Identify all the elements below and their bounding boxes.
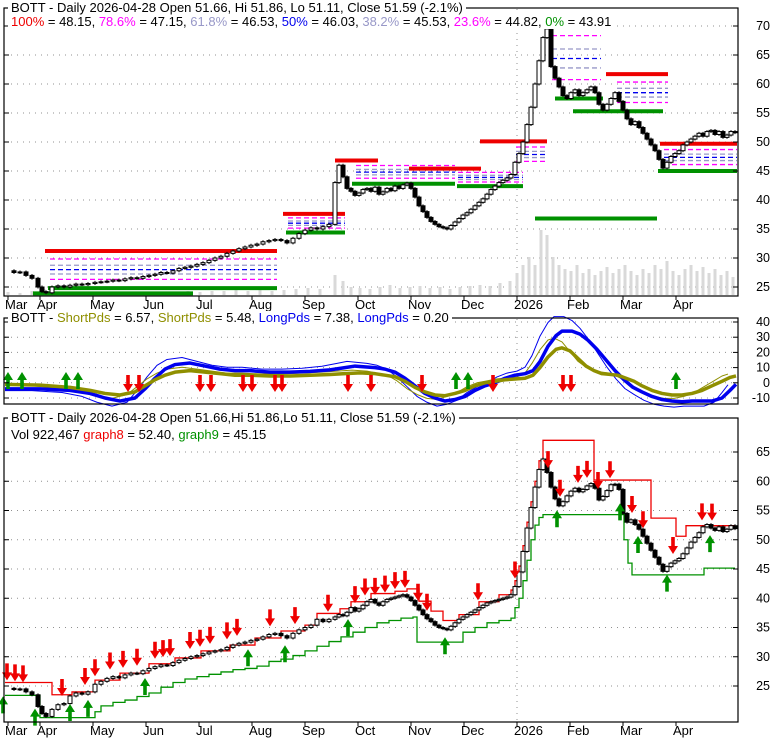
svg-text:Nov: Nov [408,297,432,312]
svg-text:Feb: Feb [567,297,589,312]
svg-text:45: 45 [756,562,770,576]
svg-text:Sep: Sep [302,723,325,738]
svg-text:10: 10 [756,361,770,375]
svg-text:65: 65 [756,48,770,62]
svg-text:May: May [90,723,115,738]
svg-text:35: 35 [756,621,770,635]
svg-text:May: May [90,297,115,312]
svg-text:Jul: Jul [196,723,213,738]
svg-text:40: 40 [756,193,770,207]
svg-text:35: 35 [756,222,770,236]
svg-text:Feb: Feb [567,723,589,738]
svg-text:65: 65 [756,445,770,459]
svg-text:-10: -10 [752,391,770,405]
svg-text:30: 30 [756,251,770,265]
svg-text:25: 25 [756,679,770,693]
svg-text:Apr: Apr [37,297,58,312]
svg-text:20: 20 [756,345,770,359]
svg-text:60: 60 [756,77,770,91]
svg-text:Apr: Apr [37,723,58,738]
svg-text:Oct: Oct [355,297,376,312]
svg-text:Jun: Jun [143,297,164,312]
svg-text:55: 55 [756,504,770,518]
svg-text:55: 55 [756,106,770,120]
svg-text:Apr: Apr [673,297,694,312]
volume-readout: Vol 922,467 graph8 = 52.40, graph9 = 45.… [8,428,270,442]
svg-text:Jun: Jun [143,723,164,738]
top-panel-title: BOTT - Daily 2026-04-28 Open 51.66, Hi 5… [8,1,466,15]
svg-text:Nov: Nov [408,723,432,738]
svg-text:Mar: Mar [620,723,643,738]
fibonacci-legend: 100% = 48.15, 78.6% = 47.15, 61.8% = 46.… [8,15,615,29]
svg-text:25: 25 [756,280,770,294]
svg-text:Oct: Oct [355,723,376,738]
svg-text:0: 0 [763,376,770,390]
svg-text:Apr: Apr [673,723,694,738]
svg-text:Aug: Aug [249,297,272,312]
svg-text:30: 30 [756,650,770,664]
svg-text:Aug: Aug [249,723,272,738]
svg-text:2026: 2026 [514,297,543,312]
svg-text:Dec: Dec [461,297,485,312]
svg-text:Mar: Mar [620,297,643,312]
svg-text:Mar: Mar [5,297,28,312]
svg-text:60: 60 [756,474,770,488]
svg-text:50: 50 [756,533,770,547]
svg-text:50: 50 [756,135,770,149]
svg-text:Sep: Sep [302,297,325,312]
svg-text:Mar: Mar [5,723,28,738]
svg-text:Dec: Dec [461,723,485,738]
svg-text:2026: 2026 [514,723,543,738]
bottom-panel-title: BOTT - Daily 2026-04-28 Open 51.66,Hi 51… [8,411,459,425]
middle-panel-title: BOTT - ShortPds = 6.57, ShortPds = 5.48,… [8,311,452,325]
svg-text:40: 40 [756,591,770,605]
svg-text:45: 45 [756,164,770,178]
svg-text:40: 40 [756,315,770,329]
svg-text:70: 70 [756,19,770,33]
svg-text:30: 30 [756,330,770,344]
svg-text:Jul: Jul [196,297,213,312]
